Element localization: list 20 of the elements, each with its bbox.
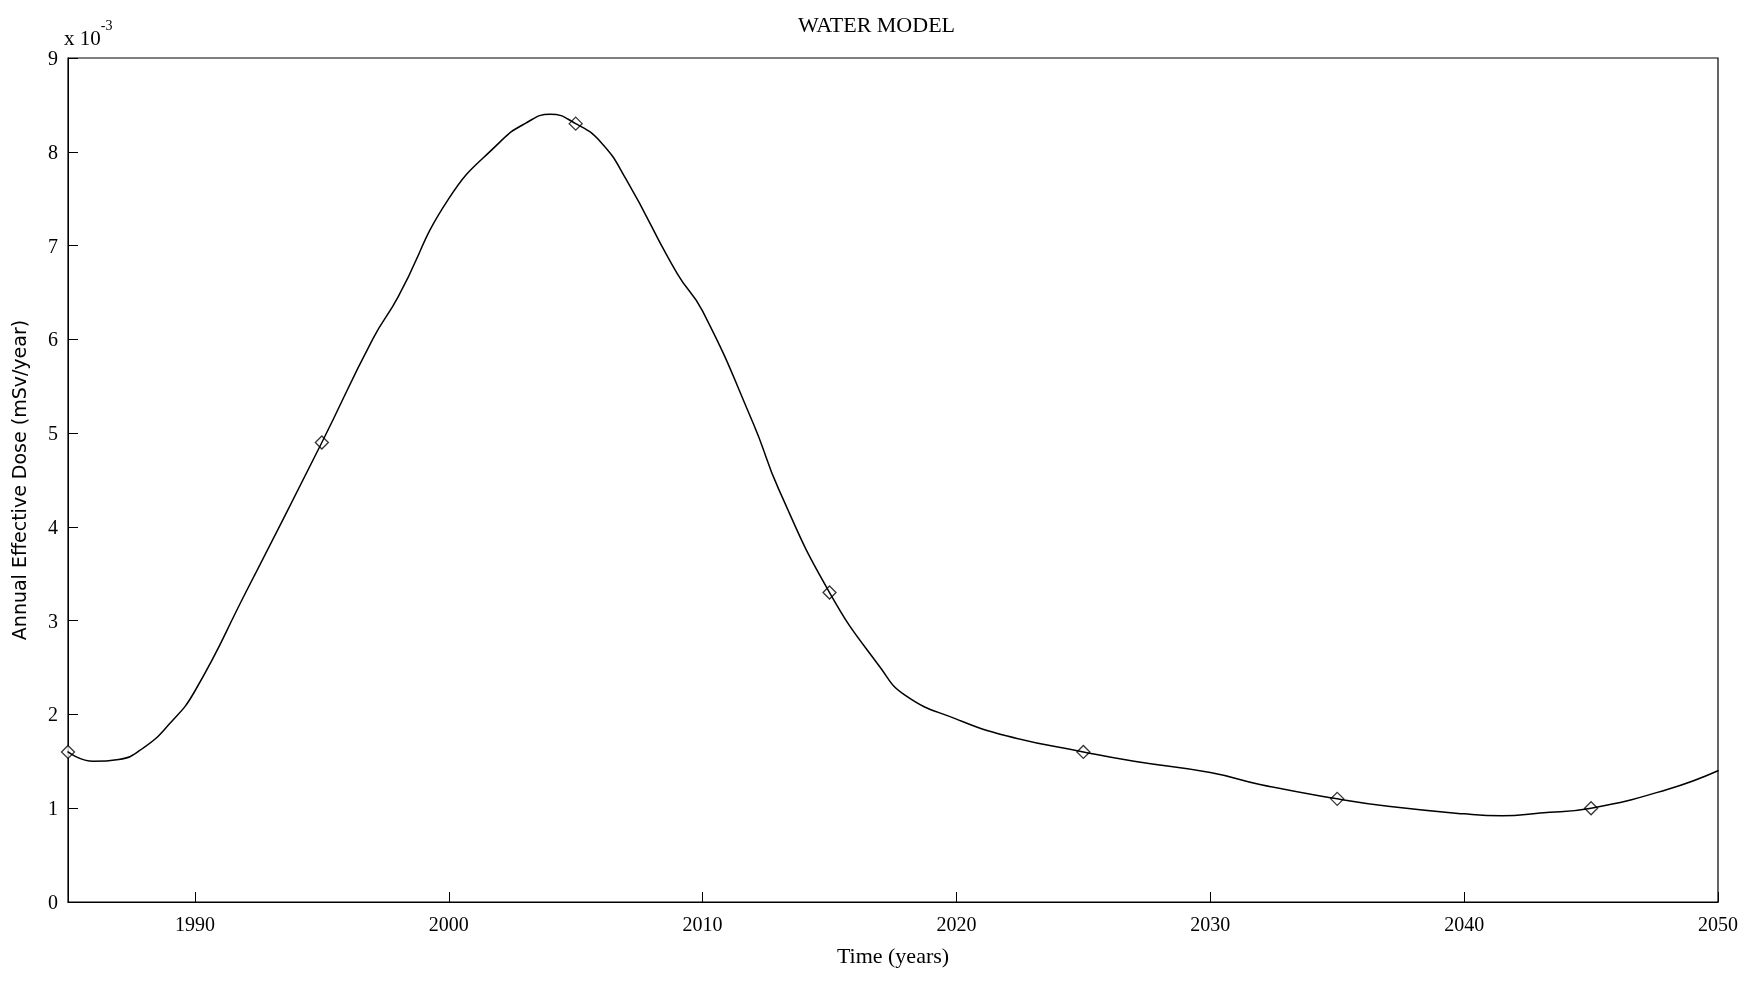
x-tick-label: 2030 (1190, 913, 1231, 935)
y-tick-label: 1 (48, 797, 58, 820)
x-tick-label: 2000 (428, 913, 469, 935)
y-tick-label: 7 (48, 234, 58, 257)
x-axis-title: Time (years) (836, 942, 950, 968)
x-tick-label: 2050 (1698, 913, 1738, 935)
y-tick-label: 5 (48, 422, 58, 445)
x-tick-label: 2040 (1444, 913, 1485, 935)
y-tick-label: 0 (48, 891, 58, 913)
y-tick-label: 8 (48, 140, 58, 163)
chart-title: WATER MODEL (797, 11, 956, 37)
y-tick-label: 3 (48, 609, 58, 632)
x-tick-label: 2020 (936, 913, 977, 935)
y-tick-label: 2 (48, 703, 58, 726)
x-tick-label: 2010 (682, 913, 723, 935)
y-tick-label: 6 (48, 328, 58, 351)
y-axis-title: Annual Effective Dose (mSv/year) (7, 319, 30, 641)
y-tick-label: 4 (48, 515, 58, 538)
x-tick-label: 1990 (174, 913, 215, 935)
y-tick-label: 9 (48, 47, 58, 69)
